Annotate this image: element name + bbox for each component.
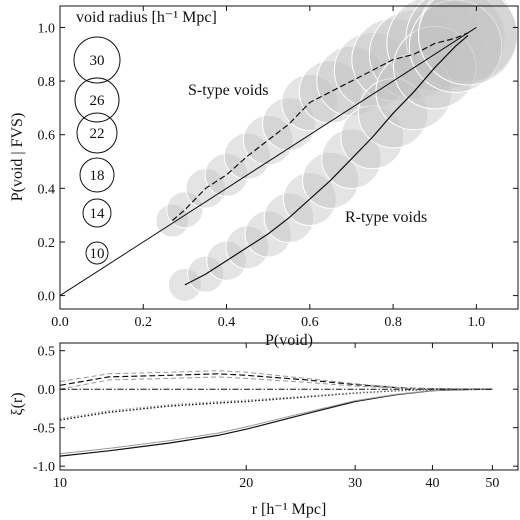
legend-circle: [73, 36, 121, 84]
xi-curve-dotted-grey: [59, 388, 493, 419]
top-x-axis-label: P(void): [265, 332, 313, 349]
legend-size-label: 30: [90, 53, 105, 69]
top-x-tick-label: 1.0: [468, 315, 486, 330]
void-bubble: [386, 0, 484, 92]
top-x-tick-label: 0.6: [301, 315, 319, 330]
top-y-tick-label: 0.2: [38, 236, 56, 251]
legend-size-label: 14: [90, 206, 106, 222]
bottom-y-tick-label: 0.0: [38, 383, 56, 398]
top-x-tick-label: 0.4: [218, 315, 236, 330]
xi-curve-dotted: [59, 388, 493, 421]
bottom-x-axis-label: r [h⁻¹ Mpc]: [252, 501, 327, 518]
legend-circle: [76, 112, 118, 154]
probability-panel: void radius [h⁻¹ Mpc] 30 26 22 18 14 10 S-type…: [9, 0, 519, 349]
bottom-x-tick-label: 20: [239, 476, 253, 491]
void-bubble: [262, 97, 316, 151]
legend-circle: [74, 77, 120, 123]
legend-circle: [79, 157, 115, 193]
correlation-panel: 10 20 30 40 50 0.5 0.0 -0.5 -1.0 r [h⁻¹ Mpc] ξ(r…: [9, 342, 519, 518]
r-type-label: R-type voids: [345, 209, 427, 226]
bottom-y-tick-label: -0.5: [33, 422, 55, 437]
diagonal-line: [59, 27, 477, 297]
top-y-tick-label: 0.0: [38, 290, 56, 305]
xi-curve-dashed-grey: [59, 376, 493, 390]
legend-size-label: 26: [90, 93, 106, 109]
top-x-tick-label: 0.0: [51, 315, 69, 330]
legend-title: void radius [h⁻¹ Mpc]: [76, 9, 217, 26]
top-y-tick-label: 0.6: [38, 129, 56, 144]
legend-circle: [82, 198, 112, 228]
legend-size-label: 18: [90, 168, 105, 184]
legend-circle: [85, 241, 109, 265]
top-frame: [59, 5, 519, 310]
top-y-tick-label: 0.8: [38, 75, 56, 90]
legend-size-label: 10: [90, 246, 105, 262]
xi-curve-solid-grey: [59, 388, 493, 455]
top-y-axis-label: P(void | FVS): [9, 113, 26, 202]
bottom-y-tick-label: 0.5: [38, 345, 56, 360]
top-y-tick-label: 0.4: [38, 182, 56, 197]
bottom-x-tick-label: 40: [425, 476, 439, 491]
bottom-x-tick-label: 50: [485, 476, 499, 491]
void-bubble: [298, 59, 363, 124]
legend-size-label: 22: [90, 126, 105, 142]
s-type-label: S-type voids: [188, 82, 268, 99]
bottom-y-tick-label: -1.0: [33, 460, 55, 475]
top-x-tick-label: 0.8: [384, 315, 402, 330]
bottom-y-axis-label: ξ(r): [9, 392, 26, 415]
bottom-frame: [59, 342, 519, 471]
s-type-line: [172, 32, 469, 221]
xi-curve-dashed: [59, 373, 493, 390]
r-type-line: [184, 35, 469, 286]
top-y-tick-label: 1.0: [38, 21, 56, 36]
top-x-tick-label: 0.2: [135, 315, 153, 330]
bottom-x-tick-label: 30: [348, 476, 362, 491]
bottom-x-tick-label: 10: [53, 476, 67, 491]
